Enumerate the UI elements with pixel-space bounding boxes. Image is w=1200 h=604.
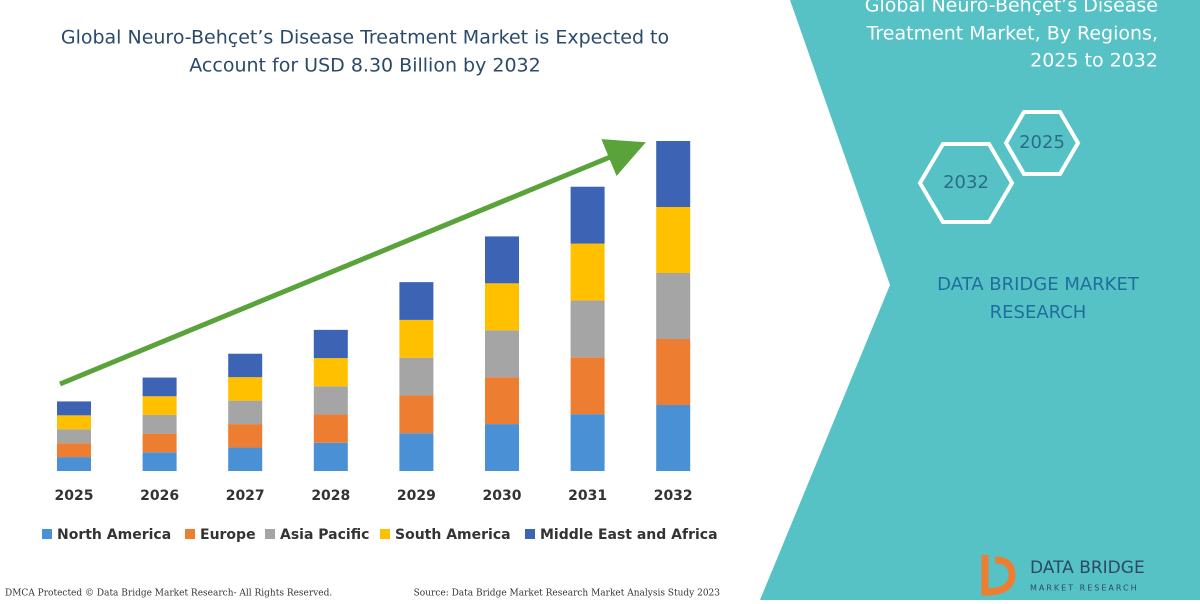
bar-segment <box>313 442 348 471</box>
bar-segment <box>228 377 263 401</box>
chart-title: Global Neuro-Behçet’s Disease Treatment … <box>61 27 669 49</box>
legend-swatch <box>42 529 52 539</box>
side-title: Treatment Market, By Regions, <box>866 23 1158 45</box>
bar-segment <box>313 358 348 387</box>
bar-segment <box>399 395 434 434</box>
bar-segment <box>485 377 519 425</box>
side-title: 2025 to 2032 <box>1030 50 1158 72</box>
footer-right: Source: Data Bridge Market Research Mark… <box>414 589 721 599</box>
bar-segment <box>313 386 348 415</box>
brand-text: DATA BRIDGE MARKET <box>937 274 1140 295</box>
bar-segment <box>570 357 605 415</box>
bar-segment <box>485 236 519 284</box>
bar-segment <box>313 414 348 443</box>
bar-segment <box>656 405 691 471</box>
bar-segment <box>57 401 91 416</box>
x-tick-label: 2028 <box>311 488 350 504</box>
legend-swatch <box>380 529 390 539</box>
bar-segment <box>656 207 691 273</box>
bar-segment <box>142 452 177 471</box>
x-tick-label: 2025 <box>55 488 94 504</box>
bar-segment <box>570 186 605 244</box>
bar-segment <box>399 433 434 471</box>
bar-segment <box>57 457 91 471</box>
chart-title: Account for USD 8.30 Billion by 2032 <box>189 55 540 77</box>
legend-label: South America <box>395 527 511 543</box>
x-tick-label: 2031 <box>568 488 607 504</box>
bar-segment <box>570 243 605 301</box>
legend-label: Middle East and Africa <box>540 527 718 543</box>
hexagon-label: 2032 <box>943 172 989 193</box>
bar-segment <box>57 415 91 430</box>
hexagon <box>1003 110 1081 176</box>
bar-segment <box>142 396 177 415</box>
footer-left: DMCA Protected © Data Bridge Market Rese… <box>5 589 332 599</box>
bar-segment <box>228 447 263 471</box>
side-title: Global Neuro-Behçet’s Disease <box>865 0 1158 17</box>
hexagon-label: 2025 <box>1019 132 1065 153</box>
legend-label: North America <box>57 527 171 543</box>
bar-segment <box>485 330 519 378</box>
bar-segment <box>142 377 177 397</box>
x-tick-label: 2026 <box>140 488 179 504</box>
bar-segment <box>57 443 91 458</box>
x-tick-label: 2029 <box>397 488 436 504</box>
x-tick-label: 2030 <box>483 488 522 504</box>
growth-arrow <box>59 139 646 387</box>
legend-swatch <box>185 529 195 539</box>
logo-name: DATA BRIDGE <box>1030 558 1145 578</box>
bar-segment <box>228 400 263 425</box>
bar-segment <box>228 424 263 448</box>
bar-segment <box>656 339 691 405</box>
bar-segment <box>142 414 177 434</box>
side-panel-bg <box>760 0 1200 600</box>
bar-segment <box>656 273 691 339</box>
brand-text: RESEARCH <box>990 302 1087 323</box>
x-tick-label: 2027 <box>226 488 265 504</box>
hexagon <box>917 142 1015 224</box>
logo-tagline: MARKET RESEARCH <box>1030 584 1139 593</box>
bar-segment <box>313 329 348 359</box>
logo-icon <box>981 555 1016 596</box>
legend-label: Europe <box>200 527 256 543</box>
legend-swatch <box>525 529 535 539</box>
bar-segment <box>399 319 434 358</box>
bar-segment <box>228 353 263 378</box>
bar-segment <box>142 433 177 453</box>
x-tick-label: 2032 <box>654 488 693 504</box>
bar-segment <box>485 283 519 331</box>
bar-segment <box>570 300 605 358</box>
bar-segment <box>399 282 434 320</box>
bar-segment <box>485 424 519 471</box>
bar-segment <box>57 429 91 444</box>
bar-segment <box>570 414 605 471</box>
legend-label: Asia Pacific <box>280 527 369 543</box>
legend-swatch <box>265 529 275 539</box>
bar-segment <box>656 141 691 207</box>
bar-segment <box>399 357 434 396</box>
